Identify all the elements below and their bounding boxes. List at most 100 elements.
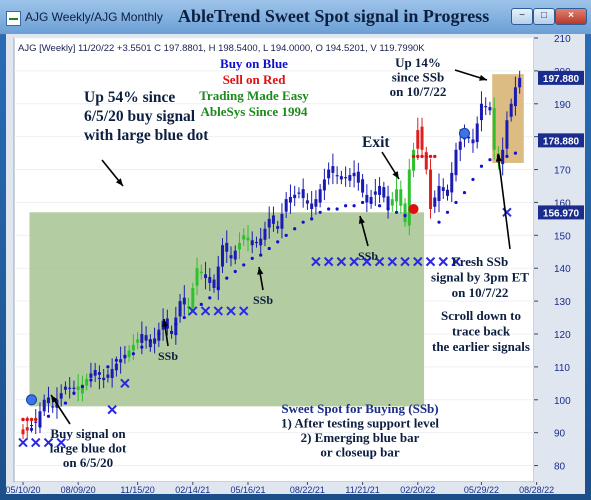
legend-line: AbleSys Since 1994	[201, 104, 308, 119]
y-axis-panel	[534, 38, 585, 482]
price-chart[interactable]: 8090100110120130140150160170180190200210…	[6, 34, 585, 494]
ssb-cross-mark	[323, 256, 334, 267]
price-bar-body	[106, 374, 110, 378]
annotation-sweet-spot: or closeup bar	[320, 445, 399, 460]
x-axis-panel	[14, 482, 534, 494]
price-bar-body	[237, 243, 241, 250]
price-bar-body	[458, 141, 462, 150]
price-bar-body	[488, 107, 492, 111]
price-bar-body	[352, 172, 356, 177]
price-bar-body	[450, 172, 454, 193]
price-bar-body	[212, 279, 216, 288]
price-badge-last	[538, 70, 584, 85]
y-tick-label: 170	[554, 166, 571, 177]
y-tick-label: 90	[554, 429, 566, 440]
price-bar-body	[242, 235, 246, 240]
support-dot	[462, 190, 467, 195]
support-dot	[276, 240, 280, 244]
support-dot	[445, 210, 450, 214]
y-tick-label: 150	[554, 231, 571, 242]
annotation-fresh-arrow-head	[495, 154, 503, 162]
price-bar-body	[386, 196, 390, 210]
price-bar-body	[479, 103, 483, 121]
support-dot	[38, 424, 42, 428]
price-bar-body	[339, 176, 343, 180]
support-dot	[377, 204, 382, 208]
ssb-cross-mark	[336, 256, 347, 267]
price-bar-body	[102, 377, 106, 381]
price-bar-body	[191, 287, 195, 308]
price-bar-body	[314, 199, 318, 207]
price-bar-body	[412, 149, 416, 171]
support-dot	[259, 253, 263, 257]
price-badge-label: 156.970	[543, 208, 580, 219]
support-dot	[386, 207, 390, 211]
price-bar-body	[131, 344, 135, 351]
support-dot	[454, 200, 458, 205]
ssb-cross-mark	[107, 404, 117, 415]
support-dot	[327, 207, 331, 211]
support-dot	[293, 227, 297, 231]
minimize-button[interactable]: −	[511, 8, 533, 25]
x-tick-label: 11/15/20	[120, 485, 154, 494]
price-bar-body	[68, 387, 72, 389]
price-bar-body	[390, 199, 394, 206]
price-bar-body	[21, 429, 25, 435]
support-dot	[471, 177, 475, 182]
price-bar-body	[259, 238, 263, 246]
close-button[interactable]: ×	[555, 8, 587, 25]
x-tick-label: 05/29/22	[464, 485, 499, 494]
chart-app-icon	[6, 11, 21, 26]
ssb-cross-mark	[413, 256, 423, 267]
support-dot	[233, 269, 237, 274]
ssb-cross-mark	[387, 256, 398, 267]
ssb-cross-mark	[188, 306, 198, 316]
annotation-buy-arrow-head	[51, 395, 58, 403]
price-bar-body	[518, 77, 522, 88]
price-bar-body	[513, 87, 517, 107]
price-bar-body	[174, 317, 178, 336]
support-dot	[310, 217, 314, 221]
support-dot	[437, 220, 441, 224]
price-bar-body	[492, 108, 496, 150]
price-bar-body	[46, 397, 50, 404]
price-bar-body	[484, 106, 488, 108]
ssb-cross-mark	[18, 437, 28, 448]
ssb-cross-mark	[56, 437, 66, 448]
annotation-scroll: trace back	[452, 324, 511, 339]
price-bar-body	[310, 203, 314, 210]
price-bar-body	[293, 194, 297, 199]
support-dot	[216, 286, 220, 290]
legend-line: Buy on Blue	[220, 56, 288, 71]
price-bar-body	[42, 399, 46, 412]
annotation-fresh-arrow	[497, 153, 511, 250]
support-dot	[513, 151, 518, 155]
ssb-cross-mark	[120, 378, 130, 389]
maximize-button[interactable]: □	[533, 8, 555, 25]
x-tick-label: 08/22/21	[290, 485, 325, 494]
price-bar-body	[170, 330, 174, 334]
resistance-dot	[420, 154, 424, 159]
price-bar-body	[72, 387, 76, 389]
x-tick-label: 08/09/20	[61, 485, 96, 494]
annotation-scroll: Scroll down to	[441, 308, 521, 323]
price-bar-body	[85, 378, 89, 386]
support-dot	[157, 332, 161, 336]
price-bar-body	[437, 186, 441, 201]
price-bar-body	[93, 370, 97, 376]
ssb-cross-mark	[311, 256, 321, 267]
support-dot	[89, 378, 93, 382]
support-dot	[369, 200, 373, 205]
support-dot	[505, 154, 509, 158]
price-bar-body	[395, 189, 399, 202]
price-bar-body	[25, 427, 29, 431]
support-dot	[106, 365, 110, 369]
price-bar-body	[327, 169, 331, 179]
ssb-cross-mark	[200, 306, 211, 316]
resistance-dot	[424, 154, 428, 159]
price-bar-body	[305, 200, 309, 204]
support-dot	[97, 371, 102, 376]
annotation-exit-arrow-head	[392, 171, 399, 179]
chart-info-line: AJG [Weekly] 11/20/22 +3.5501 C 197.8801…	[18, 43, 425, 54]
